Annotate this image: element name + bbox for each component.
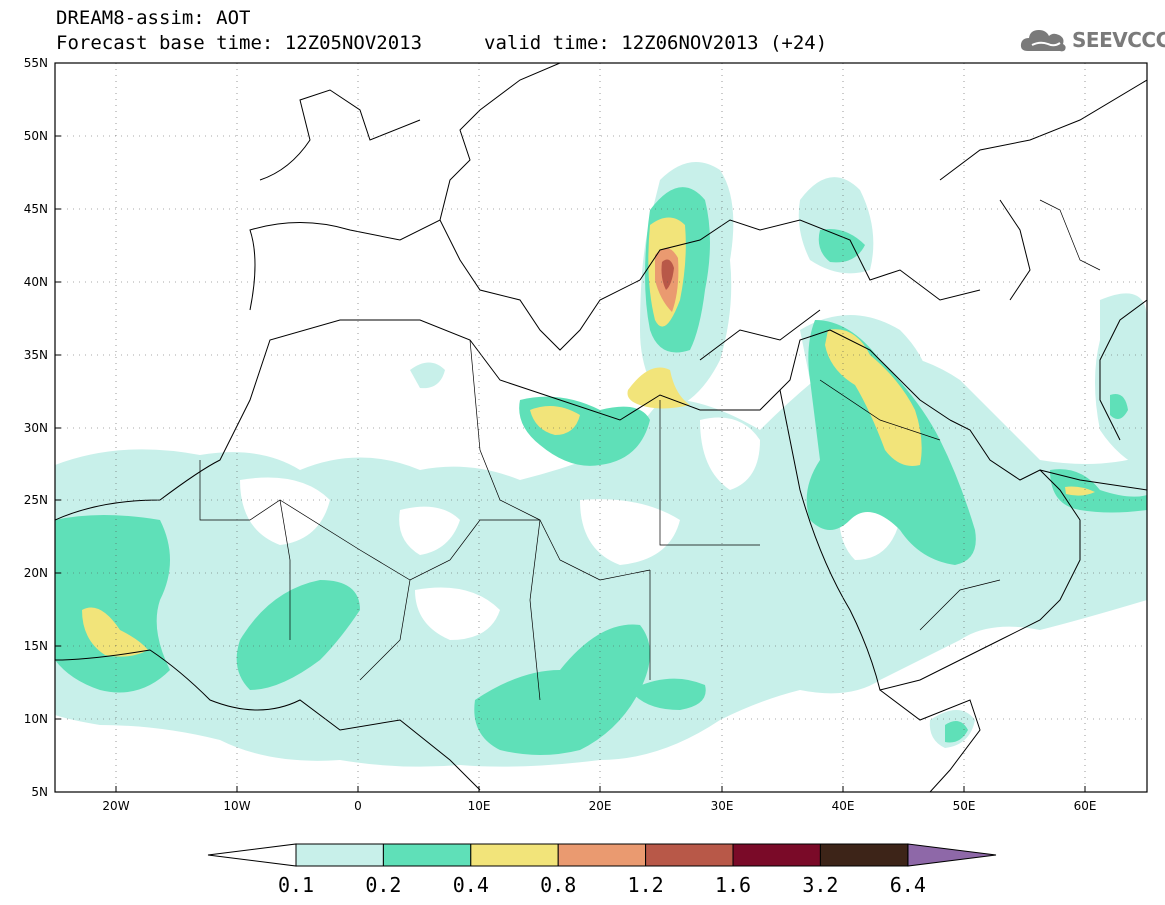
lat-axis: 55N 50N 45N 40N 35N 30N 25N 20N 15N 10N … bbox=[24, 56, 48, 799]
lon-label: 30E bbox=[711, 799, 734, 813]
lat-label: 45N bbox=[24, 202, 48, 216]
colorbar-cell bbox=[732, 843, 821, 867]
lon-label: 20W bbox=[102, 799, 129, 813]
colorbar-cell bbox=[819, 843, 909, 867]
lat-label: 35N bbox=[24, 348, 48, 362]
colorbar-tick-label: 0.8 bbox=[540, 873, 576, 897]
borders bbox=[199, 199, 1101, 701]
colorbar-tick-label: 0.2 bbox=[365, 873, 401, 897]
lon-label: 10E bbox=[468, 799, 491, 813]
lon-axis: 20W 10W 0 10E 20E 30E 40E 50E 60E bbox=[102, 799, 1096, 813]
lat-label: 20N bbox=[24, 566, 48, 580]
lat-label: 5N bbox=[31, 785, 48, 799]
colorbar-cell bbox=[645, 843, 734, 867]
colorbar-tick-label: 1.6 bbox=[715, 873, 751, 897]
colorbar-tick-label: 0.1 bbox=[278, 873, 314, 897]
map-title: DREAM8-assim: AOT bbox=[56, 7, 251, 29]
logo-text: SEEVCCC bbox=[1072, 28, 1165, 52]
colorbar-tick-label: 3.2 bbox=[802, 873, 838, 897]
seevccc-logo: SEEVCCC bbox=[1018, 22, 1165, 58]
colorbar-tick-label: 1.2 bbox=[628, 873, 664, 897]
colorbar-cell bbox=[382, 843, 472, 867]
lat-label: 50N bbox=[24, 129, 48, 143]
lon-label: 50E bbox=[953, 799, 976, 813]
lat-label: 55N bbox=[24, 56, 48, 70]
lon-ticks bbox=[115, 786, 1086, 792]
lat-label: 15N bbox=[24, 639, 48, 653]
lat-label: 25N bbox=[24, 493, 48, 507]
base-time: Forecast base time: 12Z05NOV2013 bbox=[56, 32, 423, 54]
lat-ticks bbox=[55, 135, 61, 720]
colorbar-cell bbox=[295, 843, 384, 867]
lat-label: 10N bbox=[24, 712, 48, 726]
lon-label: 40E bbox=[832, 799, 855, 813]
colorbar-below-arrow bbox=[207, 843, 297, 867]
aot-band-1.2 bbox=[661, 259, 674, 290]
colorbar: 0.1 0.2 0.4 0.8 1.2 1.6 3.2 6.4 bbox=[207, 843, 997, 897]
lon-label: 10W bbox=[223, 799, 250, 813]
valid-time: valid time: 12Z06NOV2013 (+24) bbox=[484, 32, 828, 54]
lon-label: 20E bbox=[589, 799, 612, 813]
colorbar-tick-label: 0.4 bbox=[453, 873, 489, 897]
map-grid bbox=[55, 63, 1147, 792]
aot-fields bbox=[55, 63, 1147, 792]
colorbar-tick-label: 6.4 bbox=[890, 873, 926, 897]
lon-label: 60E bbox=[1074, 799, 1097, 813]
colorbar-cell bbox=[557, 843, 647, 867]
coastlines bbox=[55, 63, 1147, 792]
colorbar-above-arrow bbox=[907, 843, 997, 867]
lat-label: 30N bbox=[24, 421, 48, 435]
cloud-icon bbox=[1020, 30, 1066, 52]
lat-label: 40N bbox=[24, 275, 48, 289]
colorbar-cell bbox=[470, 843, 559, 867]
aot-gaps bbox=[240, 417, 900, 640]
lon-label: 0 bbox=[354, 799, 362, 813]
